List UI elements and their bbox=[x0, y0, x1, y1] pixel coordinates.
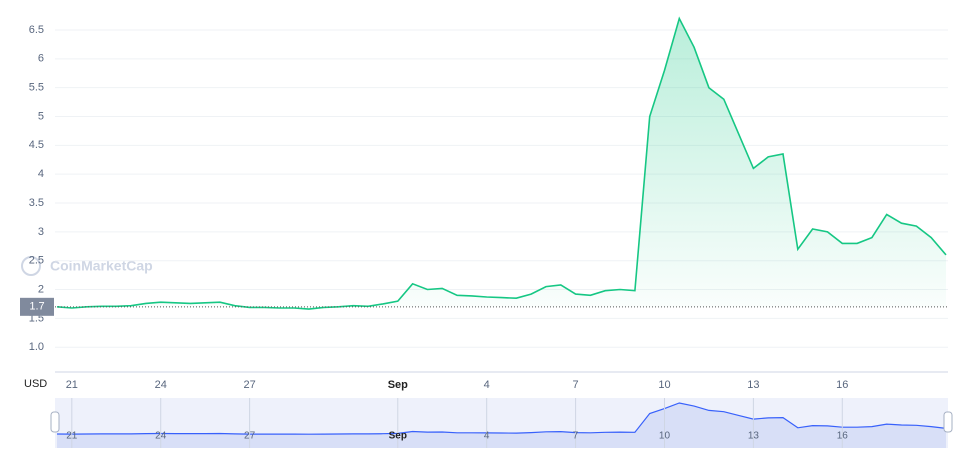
y-tick-label: 5 bbox=[38, 110, 44, 122]
x-tick-label: 7 bbox=[573, 379, 579, 391]
x-tick-label: 13 bbox=[747, 379, 759, 391]
x-tick-label: 24 bbox=[155, 379, 167, 391]
y-tick-label: 6.5 bbox=[29, 24, 44, 36]
navigator-handle[interactable] bbox=[943, 411, 953, 433]
currency-label: USD bbox=[24, 378, 47, 390]
y-tick-label: 3.5 bbox=[29, 197, 44, 209]
navigator-label: 4 bbox=[484, 431, 490, 442]
x-tick-label: Sep bbox=[388, 379, 408, 391]
navigator-label: 7 bbox=[573, 431, 579, 442]
navigator-label: 21 bbox=[66, 431, 78, 442]
y-tick-label: 2 bbox=[38, 283, 44, 295]
navigator-label: 13 bbox=[748, 431, 760, 442]
watermark: CoinMarketCap bbox=[50, 258, 153, 274]
y-tick-label: 1.0 bbox=[29, 341, 44, 353]
y-tick-label: 4 bbox=[38, 168, 44, 180]
x-tick-label: 27 bbox=[243, 379, 255, 391]
navigator-handle[interactable] bbox=[50, 411, 60, 433]
price-area bbox=[57, 18, 946, 310]
navigator-label: Sep bbox=[389, 431, 407, 442]
x-tick-label: 4 bbox=[484, 379, 490, 391]
navigator-label: 10 bbox=[659, 431, 671, 442]
y-tick-label: 5.5 bbox=[29, 82, 44, 94]
navigator-label: 16 bbox=[837, 431, 849, 442]
navigator-area bbox=[57, 403, 946, 448]
navigator-label: 24 bbox=[155, 431, 167, 442]
y-tick-label: 2.5 bbox=[29, 255, 44, 267]
y-tick-label: 4.5 bbox=[29, 139, 44, 151]
x-tick-label: 16 bbox=[836, 379, 848, 391]
x-tick-label: 21 bbox=[66, 379, 78, 391]
watermark-logo bbox=[21, 256, 41, 276]
navigator-label: 27 bbox=[244, 431, 256, 442]
reference-label-box bbox=[20, 297, 54, 316]
x-tick-label: 10 bbox=[658, 379, 670, 391]
navigator-line bbox=[56, 402, 947, 435]
reference-label: 1.7 bbox=[29, 301, 44, 313]
y-tick-label: 6 bbox=[38, 53, 44, 65]
price-line bbox=[56, 16, 947, 310]
y-tick-label: 3 bbox=[38, 226, 44, 238]
